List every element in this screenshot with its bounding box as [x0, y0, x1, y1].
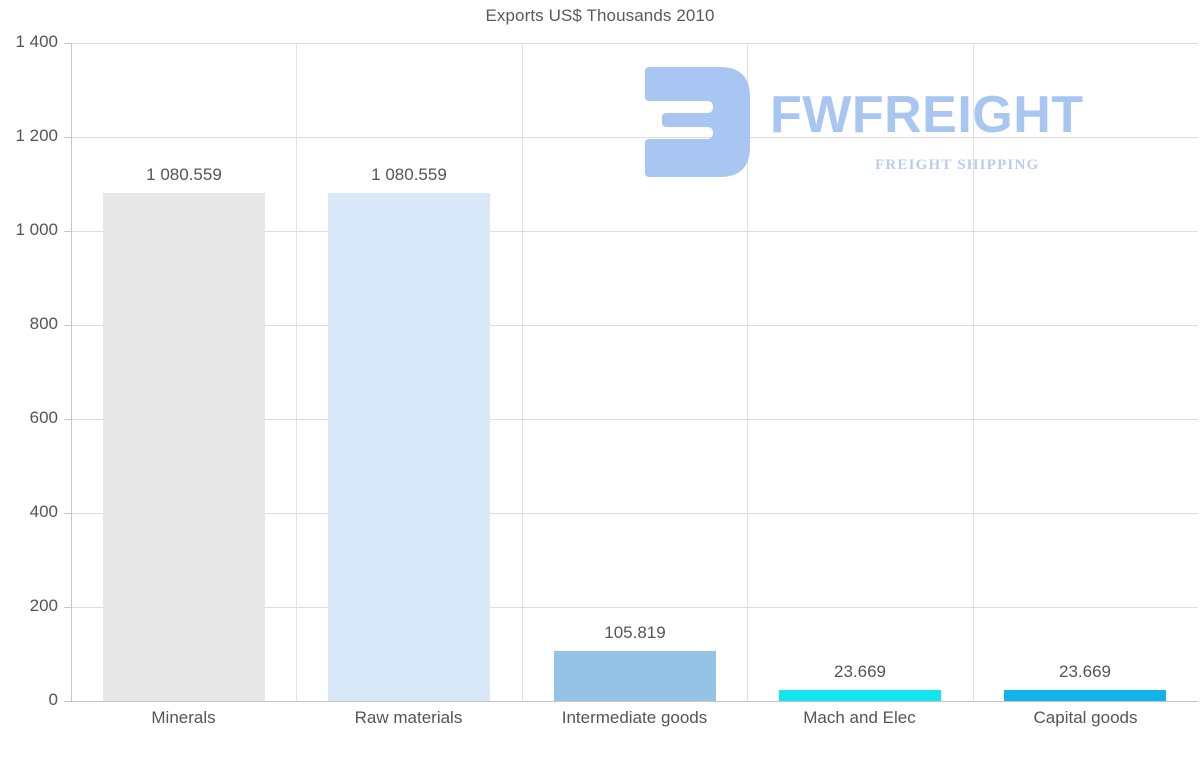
y-axis-tick-label: 0 — [48, 690, 58, 709]
x-axis-tick-label: Raw materials — [354, 708, 463, 727]
x-axis-tick-label: Mach and Elec — [803, 708, 916, 727]
grid-line — [71, 42, 1198, 44]
y-axis-tick-label: 800 — [29, 314, 58, 333]
y-axis-tick-mark — [64, 418, 71, 420]
bar[interactable] — [779, 689, 941, 701]
y-axis-tick-mark — [64, 512, 71, 514]
category-separator — [296, 43, 297, 701]
bar-value-label: 105.819 — [604, 623, 666, 643]
bar-value-label: 1 080.559 — [146, 165, 222, 185]
y-axis-tick-mark — [64, 136, 71, 138]
category-separator — [747, 43, 748, 701]
category-separator — [973, 43, 974, 701]
grid-line — [71, 606, 1198, 608]
grid-line — [71, 512, 1198, 514]
bar[interactable] — [103, 193, 265, 701]
x-axis-tick-label: Intermediate goods — [561, 708, 708, 727]
x-axis-labels: Minerals Raw materials Intermediate goods M… — [71, 708, 1198, 748]
y-axis-tick-mark — [64, 606, 71, 608]
y-axis-labels: 0 200 400 600 800 1 000 1 200 1 400 — [0, 32, 58, 709]
y-axis-tick-label: 600 — [29, 408, 58, 427]
x-axis-tick-label: Capital goods — [1033, 708, 1138, 727]
bar[interactable] — [1004, 689, 1166, 701]
y-axis-tick-mark — [64, 324, 71, 326]
y-axis-tick-mark — [64, 230, 71, 232]
grid-line — [71, 418, 1198, 420]
bar-value-label: 1 080.559 — [371, 165, 447, 185]
grid-line — [71, 700, 1198, 702]
category-separator — [522, 43, 523, 701]
y-tick-marks — [0, 42, 71, 702]
y-axis-tick-label: 1 000 — [15, 220, 58, 239]
y-axis-line — [71, 43, 72, 702]
chart-title: Exports US$ Thousands 2010 — [485, 6, 715, 25]
bar[interactable] — [554, 651, 716, 701]
y-axis-tick-mark — [64, 700, 71, 702]
bar-value-label: 23.669 — [834, 661, 886, 681]
grid-line — [71, 324, 1198, 326]
y-axis-tick-label: 200 — [29, 596, 58, 615]
y-axis-tick-label: 1 400 — [15, 32, 58, 51]
grid-line — [71, 136, 1198, 138]
x-axis-tick-label: Minerals — [151, 708, 216, 727]
plot-area: 1 080.559 1 080.559 105.819 23.669 23.669 — [71, 42, 1198, 702]
bar-value-label: 23.669 — [1059, 661, 1111, 681]
bar[interactable] — [328, 193, 490, 701]
y-axis-tick-label: 400 — [29, 502, 58, 521]
grid-line — [71, 230, 1198, 232]
y-axis-tick-mark — [64, 42, 71, 44]
y-axis-tick-label: 1 200 — [15, 126, 58, 145]
